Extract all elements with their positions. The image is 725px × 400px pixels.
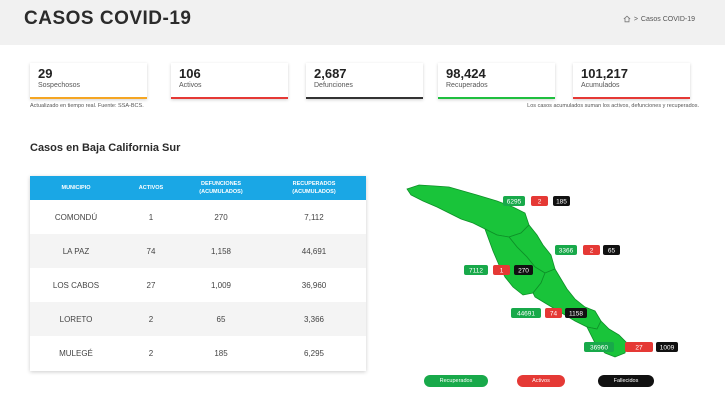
header-recuperados-line1: RECUPERADOS bbox=[292, 181, 336, 187]
cell-municipio: MULEGÉ bbox=[59, 348, 93, 358]
source-note: Actualizado en tiempo real. Fuente: SSA-… bbox=[30, 103, 144, 109]
cell-municipio: LOS CABOS bbox=[52, 280, 100, 290]
card-recuperados: 98,424 Recuperados bbox=[438, 63, 555, 99]
cell-activos: 1 bbox=[148, 212, 154, 222]
loscabos-recovered-text: 36960 bbox=[590, 345, 608, 352]
header-defunciones-line2: (ACUMULADOS) bbox=[199, 189, 243, 195]
loscabos-recovered-badge bbox=[584, 342, 614, 352]
comondu-recovered-text: 7112 bbox=[469, 268, 483, 275]
cell-activos: 2 bbox=[148, 314, 154, 324]
table-body: COMONDÚ 1 270 7,112 LA PAZ 74 1,158 44,6… bbox=[30, 200, 366, 370]
cell-activos: 27 bbox=[146, 280, 156, 290]
cases-table: MUNICIPIO ACTIVOS DEFUNCIONES (ACUMULADO… bbox=[30, 176, 366, 371]
cell-defunciones: 185 bbox=[214, 348, 228, 358]
loreto-deaths-badge bbox=[603, 245, 620, 255]
cell-municipio: COMONDÚ bbox=[54, 212, 98, 222]
comondu-active-badge bbox=[493, 265, 510, 275]
card-label: Acumulados bbox=[581, 82, 620, 89]
cell-recuperados: 44,691 bbox=[301, 246, 327, 256]
table-row: LOS CABOS 27 1,009 36,960 bbox=[30, 268, 366, 302]
header-recuperados: RECUPERADOS (ACUMULADOS) bbox=[262, 176, 366, 200]
mulege-recovered-badge bbox=[503, 196, 525, 206]
cell-municipio: LORETO bbox=[59, 314, 93, 324]
table-row: LORETO 2 65 3,366 bbox=[30, 302, 366, 336]
cell-municipio: LA PAZ bbox=[62, 246, 90, 256]
breadcrumb-separator: > bbox=[633, 15, 638, 23]
bcs-map: 6295 2 185 3366 2 65 7112 1 270 44691 74… bbox=[406, 184, 678, 358]
lapaz-recovered-badge bbox=[511, 308, 541, 318]
loscabos-deaths-text: 1009 bbox=[660, 345, 675, 352]
cell-activos: 2 bbox=[148, 348, 154, 358]
mulege-active-badge bbox=[531, 196, 548, 206]
card-value: 106 bbox=[179, 66, 201, 81]
card-value: 29 bbox=[38, 66, 53, 81]
cell-defunciones: 1,009 bbox=[210, 280, 232, 290]
lapaz-active-badge bbox=[545, 308, 562, 318]
section-title: Casos en Baja California Sur bbox=[30, 142, 181, 154]
card-label: Recuperados bbox=[446, 82, 488, 89]
page-header: CASOS COVID-19 > Casos COVID-19 bbox=[0, 0, 725, 45]
lapaz-active-text: 74 bbox=[550, 311, 558, 318]
cell-recuperados: 36,960 bbox=[301, 280, 327, 290]
cell-recuperados: 3,366 bbox=[303, 314, 325, 324]
header-recuperados-line2: (ACUMULADOS) bbox=[292, 189, 336, 195]
lapaz-recovered-text: 44691 bbox=[517, 311, 535, 318]
mulege-deaths-badge bbox=[553, 196, 570, 206]
card-acumulados: 101,217 Acumulados bbox=[573, 63, 690, 99]
cell-defunciones: 270 bbox=[214, 212, 228, 222]
cell-defunciones: 65 bbox=[216, 314, 226, 324]
breadcrumb-current: Casos COVID-19 bbox=[640, 15, 695, 23]
card-value: 98,424 bbox=[446, 66, 486, 81]
breadcrumb: > Casos COVID-19 bbox=[623, 15, 695, 23]
page-title: CASOS COVID-19 bbox=[24, 8, 192, 29]
home-icon[interactable] bbox=[623, 15, 631, 23]
header-defunciones-line1: DEFUNCIONES bbox=[200, 181, 242, 187]
comondu-deaths-text: 270 bbox=[518, 268, 529, 275]
accumulated-note: Los casos acumulados suman los activos, … bbox=[527, 103, 699, 109]
comondu-deaths-badge bbox=[514, 265, 533, 275]
loscabos-active-text: 27 bbox=[635, 345, 643, 352]
table-row: LA PAZ 74 1,158 44,691 bbox=[30, 234, 366, 268]
header-activos: ACTIVOS bbox=[138, 185, 164, 191]
lapaz-deaths-badge bbox=[565, 308, 587, 318]
header-defunciones: DEFUNCIONES (ACUMULADOS) bbox=[180, 176, 262, 200]
mulege-recovered-text: 6295 bbox=[507, 199, 522, 206]
comondu-active-text: 1 bbox=[500, 268, 504, 275]
mulege-region[interactable] bbox=[406, 184, 530, 238]
lapaz-region[interactable] bbox=[532, 268, 602, 330]
loreto-recovered-badge bbox=[555, 245, 577, 255]
card-label: Sospechosos bbox=[38, 82, 81, 89]
loreto-active-text: 2 bbox=[590, 248, 594, 255]
table-row: MULEGÉ 2 185 6,295 bbox=[30, 336, 366, 370]
loscabos-active-badge bbox=[625, 342, 653, 352]
loreto-deaths-text: 65 bbox=[608, 248, 616, 255]
cell-activos: 74 bbox=[146, 246, 156, 256]
loreto-active-badge bbox=[583, 245, 600, 255]
header-municipio: MUNICIPIO bbox=[61, 185, 91, 191]
legend-activos: Activos bbox=[517, 375, 565, 387]
cell-recuperados: 6,295 bbox=[303, 348, 325, 358]
card-defunciones: 2,687 Defunciones bbox=[306, 63, 423, 99]
card-sospechosos: 29 Sospechosos bbox=[30, 63, 147, 99]
loscabos-deaths-badge bbox=[656, 342, 678, 352]
card-value: 2,687 bbox=[314, 66, 347, 81]
lapaz-deaths-text: 1158 bbox=[569, 311, 583, 318]
card-activos: 106 Activos bbox=[171, 63, 288, 99]
card-value: 101,217 bbox=[581, 66, 628, 81]
card-label: Defunciones bbox=[314, 82, 353, 89]
loreto-recovered-text: 3366 bbox=[559, 248, 574, 255]
table-header: MUNICIPIO ACTIVOS DEFUNCIONES (ACUMULADO… bbox=[30, 176, 366, 200]
cell-defunciones: 1,158 bbox=[210, 246, 232, 256]
card-label: Activos bbox=[179, 82, 202, 89]
legend-recuperados: Recuperados bbox=[424, 375, 488, 387]
comondu-recovered-badge bbox=[464, 265, 488, 275]
mulege-deaths-text: 185 bbox=[556, 199, 567, 206]
legend-fallecidos: Fallecidos bbox=[598, 375, 654, 387]
cell-recuperados: 7,112 bbox=[304, 212, 324, 222]
table-row: COMONDÚ 1 270 7,112 bbox=[30, 200, 366, 234]
mulege-active-text: 2 bbox=[538, 199, 542, 206]
